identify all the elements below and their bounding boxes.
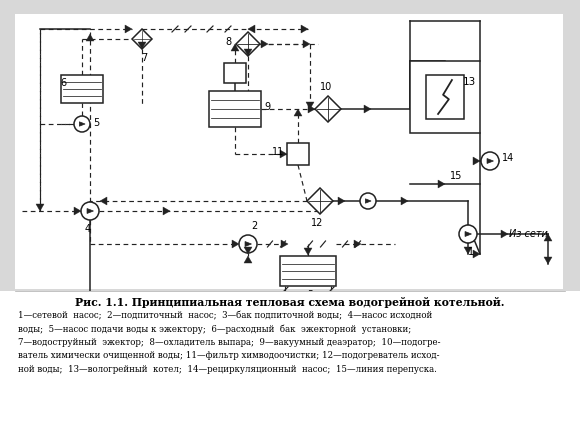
Polygon shape (245, 242, 252, 247)
Circle shape (74, 116, 90, 132)
Text: Рис. 1.1. Принципиальная тепловая схема водогрейной котельной.: Рис. 1.1. Принципиальная тепловая схема … (75, 297, 505, 308)
Text: 7—водоструйный  эжектор;  8—охладитель выпара;  9—вакуумный деаэратор;  10—подог: 7—водоструйный эжектор; 8—охладитель вып… (18, 338, 440, 347)
Bar (410, 61, 480, 133)
Polygon shape (438, 180, 445, 188)
Polygon shape (464, 247, 472, 254)
Polygon shape (473, 250, 480, 258)
Polygon shape (465, 232, 472, 236)
Polygon shape (138, 42, 146, 49)
Polygon shape (364, 105, 371, 113)
Circle shape (360, 193, 376, 209)
Text: 10: 10 (320, 82, 332, 92)
Polygon shape (86, 34, 94, 41)
Text: 7: 7 (141, 53, 147, 63)
Text: 15: 15 (450, 171, 462, 181)
Polygon shape (303, 40, 310, 48)
Text: 6: 6 (60, 78, 66, 88)
Text: 8: 8 (226, 37, 232, 47)
Polygon shape (261, 40, 268, 48)
Polygon shape (315, 96, 341, 122)
Bar (15, 14, 563, 289)
Circle shape (481, 152, 499, 170)
Polygon shape (304, 248, 312, 255)
Bar (224, 63, 246, 83)
Polygon shape (544, 234, 552, 241)
Polygon shape (100, 197, 107, 205)
Polygon shape (308, 105, 315, 113)
Bar (280, 256, 336, 286)
Polygon shape (236, 32, 260, 56)
Text: воды;  5—насос подачи воды к эжектору;  6—расходный  бак  эжекторной  установки;: воды; 5—насос подачи воды к эжектору; 6—… (18, 324, 411, 334)
Polygon shape (244, 49, 252, 56)
Polygon shape (87, 208, 93, 214)
Text: ватель химически очищенной воды; 11—фильтр химводоочистки; 12—подогреватель исхо: ватель химически очищенной воды; 11—филь… (18, 351, 440, 360)
Polygon shape (473, 157, 480, 165)
Polygon shape (365, 199, 371, 203)
Polygon shape (36, 204, 44, 211)
Text: Из сети: Из сети (509, 229, 548, 239)
Text: 1—сетевой  насос;  2—подпиточный  насос;  3—бак подпиточной воды;  4—насос исход: 1—сетевой насос; 2—подпиточный насос; 3—… (18, 311, 432, 320)
Text: 9: 9 (264, 102, 270, 112)
Polygon shape (244, 256, 252, 263)
Polygon shape (244, 247, 252, 254)
Polygon shape (306, 102, 314, 109)
Text: 4: 4 (85, 224, 91, 234)
Circle shape (81, 202, 99, 220)
Polygon shape (281, 240, 288, 248)
Polygon shape (248, 25, 255, 33)
Text: 2: 2 (251, 221, 258, 231)
Polygon shape (338, 197, 345, 205)
Polygon shape (231, 44, 239, 51)
Bar (209, 91, 261, 127)
Polygon shape (294, 109, 302, 116)
Circle shape (459, 225, 477, 243)
Polygon shape (232, 240, 239, 248)
Text: 12: 12 (311, 218, 323, 228)
Text: 14: 14 (502, 153, 514, 163)
Polygon shape (544, 257, 552, 264)
Text: 11: 11 (272, 147, 284, 157)
Polygon shape (132, 29, 152, 49)
Bar (61, 75, 103, 103)
Polygon shape (307, 188, 333, 214)
Bar (287, 143, 309, 165)
Polygon shape (79, 122, 85, 126)
Polygon shape (163, 207, 170, 215)
Polygon shape (401, 197, 408, 205)
Text: 3: 3 (307, 290, 313, 300)
Polygon shape (74, 207, 81, 215)
Polygon shape (487, 159, 494, 163)
Text: 1: 1 (468, 247, 474, 257)
Polygon shape (501, 230, 508, 238)
Text: 13: 13 (463, 77, 476, 87)
Text: ной воды;  13—вологрейный  котел;  14—рециркуляционный  насос;  15—линия перепус: ной воды; 13—вологрейный котел; 14—рецир… (18, 365, 437, 374)
Circle shape (239, 235, 257, 253)
Bar (0, 291, 580, 429)
Polygon shape (354, 240, 361, 248)
Polygon shape (125, 25, 132, 33)
Text: 5: 5 (93, 118, 99, 128)
Polygon shape (280, 150, 287, 158)
Bar (426, 75, 464, 119)
Polygon shape (301, 25, 308, 33)
